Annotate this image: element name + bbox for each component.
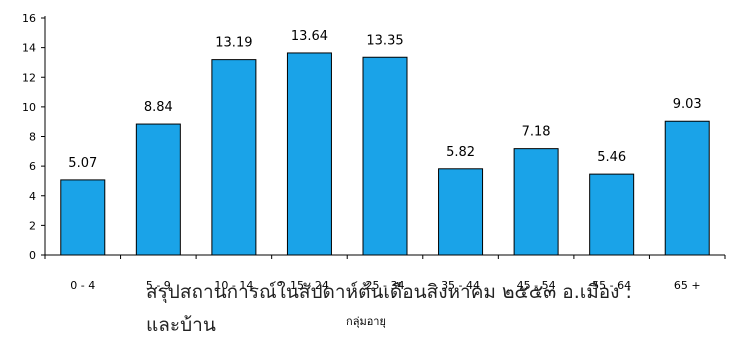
bar-value-label: 13.19 [215, 36, 252, 51]
bar-value-label: 8.84 [144, 100, 173, 115]
x-axis-title: กลุ่มอายุ [346, 315, 386, 328]
x-category-label: 35 - 44 [441, 279, 480, 292]
x-category-label: 0 - 4 [70, 279, 95, 292]
x-category-label: 25 - 34 [366, 279, 405, 292]
bar [362, 56, 408, 256]
x-category-label: 5 - 9 [146, 279, 171, 292]
y-tick-label: 6 [29, 160, 36, 173]
overlay-line-2: และบ้าน [146, 314, 216, 336]
data-labels: 5.07 8.84 13.19 13.64 13.35 5.82 7.18 5.46 9.03 [68, 29, 701, 171]
bar-value-label: 7.18 [522, 125, 551, 140]
y-tick-label: 16 [22, 12, 36, 25]
overlay-caption: สรุปสถานการณ์ในสัปดาห์ต้นเดือนสิงหาคม ๒๕… [146, 276, 733, 342]
bar-value-label: 13.35 [366, 33, 403, 48]
bar-value-label: 5.07 [68, 156, 97, 171]
x-axis-ticks: 0 - 4 5 - 9 10 - 14 15 - 24 25 - 34 35 - 44 45… [44, 255, 726, 292]
bar [664, 120, 710, 256]
bar [60, 179, 106, 256]
bar [438, 168, 484, 256]
chart-bars [60, 52, 710, 256]
bar-value-label: 13.64 [291, 29, 328, 44]
x-category-label: 65 + [674, 279, 701, 292]
y-axis-ticks: 0 2 4 6 8 10 12 14 16 [22, 12, 45, 262]
x-category-label: 55 - 64 [592, 279, 631, 292]
x-category-label: 45 - 54 [517, 279, 556, 292]
bar [513, 148, 559, 256]
bar-value-label: 9.03 [673, 97, 702, 112]
bar [135, 123, 181, 256]
y-tick-label: 14 [22, 42, 36, 55]
y-tick-label: 0 [29, 249, 36, 262]
bar-value-label: 5.82 [446, 145, 475, 160]
y-tick-label: 4 [29, 190, 36, 203]
x-category-label: 15 - 24 [290, 279, 329, 292]
bar [286, 52, 332, 256]
y-tick-label: 2 [29, 219, 36, 232]
x-category-label: 10 - 14 [214, 279, 253, 292]
bar [211, 59, 257, 256]
y-tick-label: 12 [22, 71, 36, 84]
bar [589, 173, 635, 256]
y-tick-label: 10 [22, 101, 36, 114]
bar-value-label: 5.46 [597, 150, 626, 165]
overlay-line-1: สรุปสถานการณ์ในสัปดาห์ต้นเดือนสิงหาคม ๒๕… [146, 281, 632, 303]
y-tick-label: 8 [29, 131, 36, 144]
